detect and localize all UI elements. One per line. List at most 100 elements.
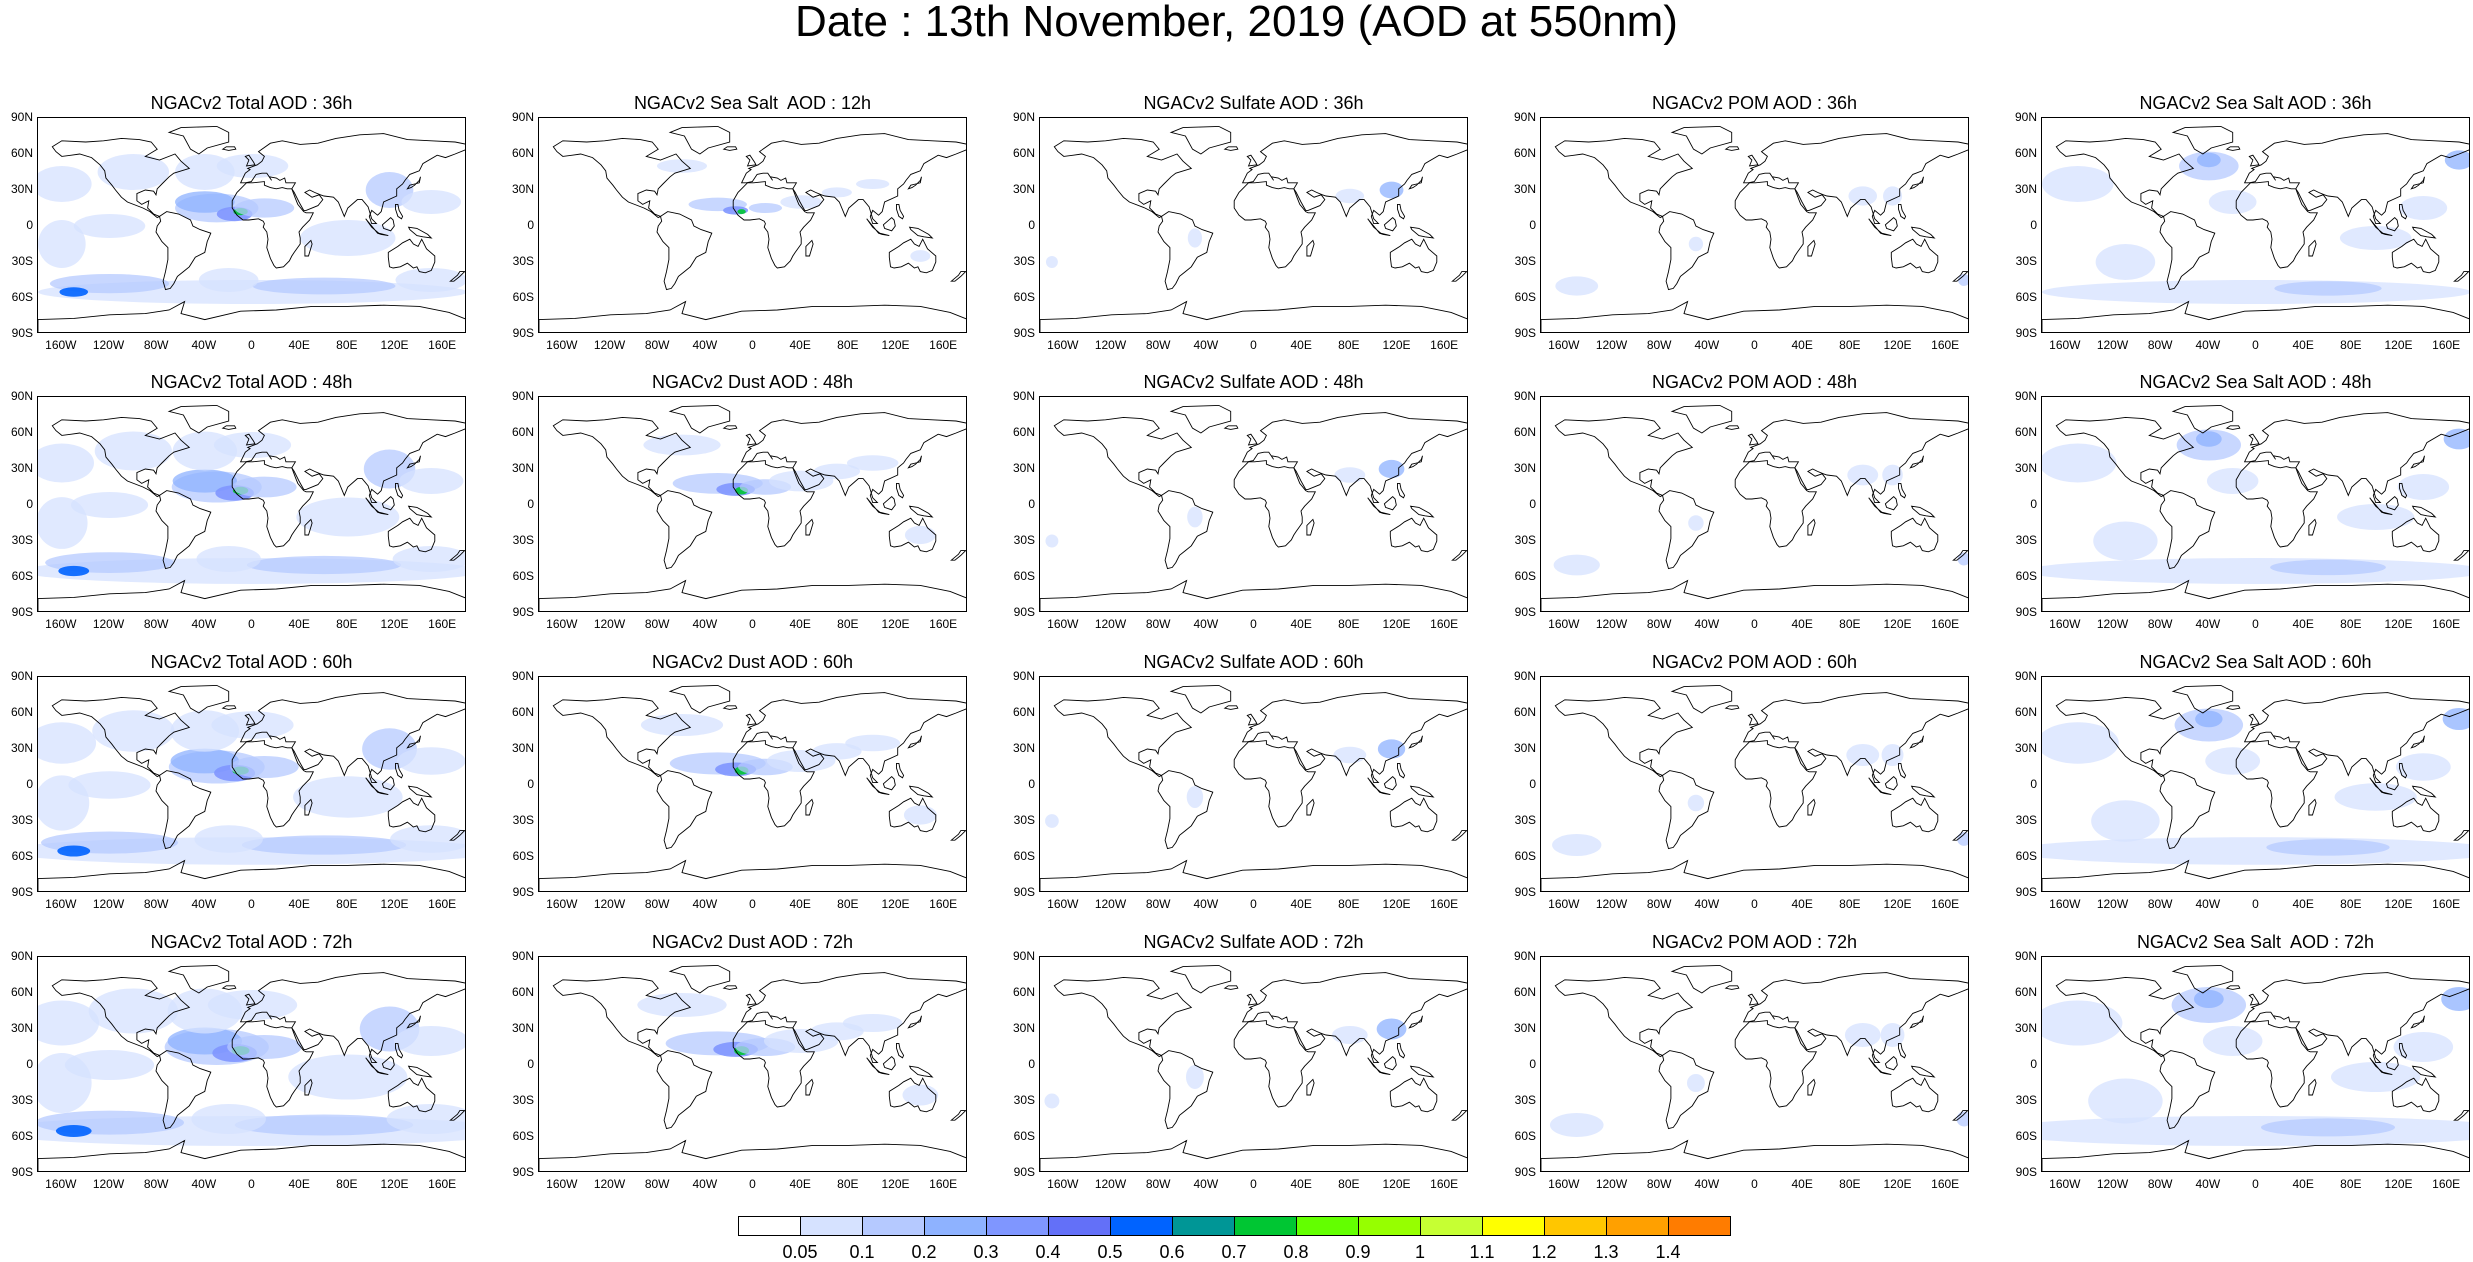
aod-shading-2-4-3 [2195, 710, 2223, 728]
aod-shading-1-4-4 [2443, 428, 2469, 450]
aod-shading-3-3-1 [1844, 1023, 1881, 1047]
latitude-tick-label: 60N [511, 705, 534, 719]
coastline-0-3-6 [1541, 300, 1968, 332]
coastline-3-4-1 [2159, 1050, 2216, 1130]
aod-shading-0-0-12 [38, 166, 92, 202]
longitude-tick-label: 40E [1791, 338, 1813, 352]
coastline-0-4-15 [2225, 146, 2241, 151]
longitude-tick-label: 120W [1094, 617, 1127, 631]
aod-shading-1-4-0 [2042, 558, 2469, 584]
coastline-0-4-8 [2410, 176, 2425, 190]
latitude-tick-label: 90N [10, 669, 33, 683]
longitude-tick-label: 80W [644, 1177, 670, 1191]
coastline-3-1-4 [732, 1020, 816, 1108]
colorbar-swatch-13 [1544, 1216, 1607, 1236]
coastline-1-2-10 [1383, 495, 1397, 511]
coastline-3-4-4 [2235, 1020, 2319, 1108]
map-frame [1540, 676, 1969, 892]
panel-title: NGACv2 Total AOD : 36h [150, 93, 353, 113]
coastline-3-2-9 [1367, 1057, 1391, 1076]
coastline-1-0-11 [407, 505, 433, 518]
longitude-tick-label: 120E [1382, 897, 1411, 911]
panel-title: NGACv2 POM AOD : 60h [1651, 652, 1858, 672]
coastline-1-4-9 [2369, 497, 2393, 516]
latitude-tick-label: 60S [11, 569, 33, 583]
coastline-0-1-3 [740, 133, 966, 225]
coastline-2-3-11 [1910, 785, 1936, 798]
longitude-tick-label: 160E [1430, 1177, 1459, 1191]
coastline-2-3-13 [1952, 830, 1968, 841]
coastline-1-0-5 [387, 517, 436, 553]
coastline-3-3-15 [1724, 985, 1740, 990]
coastline-3-2-5 [1389, 1077, 1438, 1113]
map-frame [37, 117, 466, 333]
coastline-2-1-10 [882, 775, 896, 791]
coastline-2-4-5 [2391, 797, 2440, 833]
coastline-3-4-8 [2410, 1015, 2425, 1029]
aod-shading-3-0-16 [207, 990, 298, 1020]
longitude-tick-label: 120W [2096, 338, 2129, 352]
longitude-tick-label: 40E [2292, 1177, 2314, 1191]
map-plot [1040, 404, 1467, 611]
aod-shading-3-2-2 [1185, 1065, 1204, 1089]
coastline-1-1-5 [888, 517, 937, 553]
coastline-1-0-1 [155, 490, 212, 570]
map-frame [37, 676, 466, 892]
longitude-tick-label: 0 [1751, 617, 1758, 631]
longitude-tick-label: 80W [1646, 617, 1672, 631]
panel-title: NGACv2 Sulfate AOD : 72h [1143, 932, 1364, 952]
latitude-tick-label: 0 [1529, 1057, 1536, 1071]
aod-shading-2-0-14 [396, 747, 465, 775]
coastline-0-3-9 [1868, 218, 1892, 237]
coastline-0-4-5 [2391, 238, 2440, 274]
longitude-tick-label: 160E [428, 617, 457, 631]
latitude-tick-label: 60N [1012, 425, 1035, 439]
latitude-tick-label: 60S [1514, 569, 1536, 583]
coastline-0-3-5 [1890, 238, 1939, 274]
panel-title: NGACv2 Dust AOD : 72h [651, 932, 854, 952]
coastline-3-4-6 [2042, 1139, 2469, 1171]
latitude-tick-label: 60N [1513, 146, 1536, 160]
aod-shading-3-2-0 [1376, 1018, 1407, 1040]
colorbar-label: 1.4 [1655, 1242, 1681, 1262]
coastline-3-3-12 [1807, 1078, 1816, 1096]
longitude-tick-label: 0 [749, 1177, 756, 1191]
colorbar-label: 0.05 [782, 1242, 818, 1262]
latitude-tick-label: 60N [1012, 146, 1035, 160]
aod-shading-0-3-0 [1555, 276, 1599, 296]
aod-shading-1-0-14 [399, 468, 464, 494]
coastline-0-4-4 [2235, 181, 2319, 269]
coastline-0-3-14 [1898, 203, 1907, 220]
map-frame [1540, 396, 1969, 612]
coastline-1-2-8 [1408, 455, 1423, 469]
longitude-tick-label: 40W [2195, 1177, 2221, 1191]
map-frame [1039, 396, 1468, 612]
latitude-tick-label: 90N [1513, 949, 1536, 963]
latitude-tick-label: 30N [1012, 1021, 1035, 1035]
latitude-tick-label: 0 [2030, 1057, 2037, 1071]
latitude-tick-label: 90S [512, 1165, 534, 1179]
coastline-3-2-11 [1409, 1065, 1435, 1078]
coastline-1-4-12 [2308, 518, 2317, 536]
latitude-tick-label: 30N [1513, 741, 1536, 755]
aod-shading-1-0-13 [70, 492, 149, 518]
aod-shading-0-0-3 [395, 268, 465, 292]
longitude-tick-label: 80E [1338, 897, 1360, 911]
coastline-3-2-14 [1397, 1042, 1406, 1059]
longitude-tick-label: 120W [1094, 338, 1127, 352]
latitude-tick-label: 90N [10, 389, 33, 403]
coastline-0-0-7 [244, 154, 256, 167]
coastline-0-4-14 [2399, 203, 2408, 220]
aod-shading-0-4-0 [2042, 280, 2469, 304]
panel-title: NGACv2 POM AOD : 72h [1651, 932, 1858, 952]
longitude-tick-label: 40W [692, 897, 718, 911]
colorbar-swatch-5 [1048, 1216, 1111, 1236]
aod-shading-3-2-3 [1044, 1093, 1060, 1109]
aod-shading-0-0-19 [198, 268, 259, 292]
coastline-1-3-14 [1898, 482, 1907, 499]
coastline-2-0-0 [51, 696, 191, 778]
longitude-tick-label: 160E [2432, 1177, 2461, 1191]
panel-title: NGACv2 Dust AOD : 60h [651, 652, 854, 672]
panel-title: NGACv2 Sea Salt AOD : 36h [2139, 93, 2372, 113]
